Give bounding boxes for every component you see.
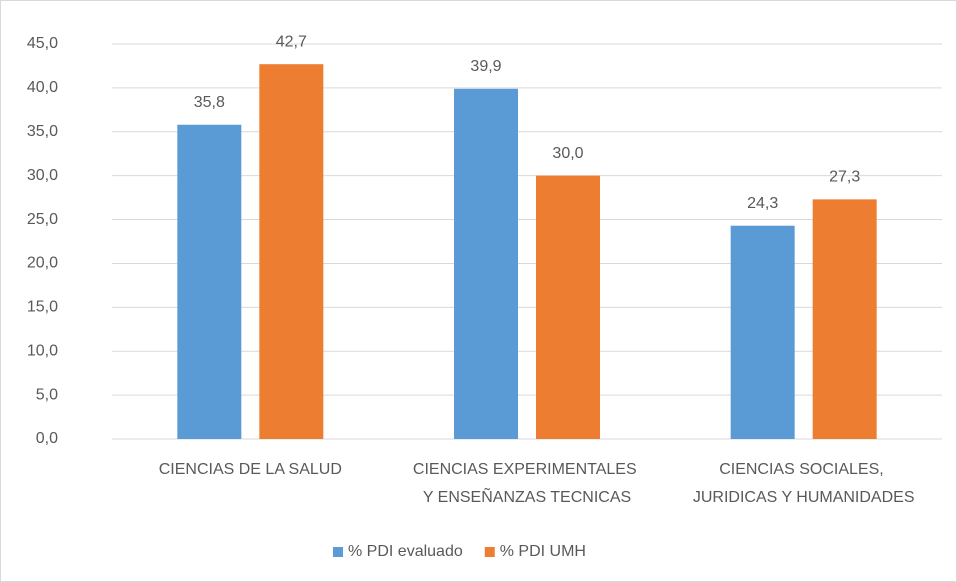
- y-tick-label: 15,0: [27, 299, 58, 316]
- legend-swatch: [484, 547, 495, 557]
- data-label: 30,0: [552, 145, 583, 162]
- legend-swatch: [333, 547, 343, 557]
- bar: [730, 225, 795, 439]
- y-tick-label: 20,0: [27, 255, 58, 272]
- bar: [536, 175, 600, 439]
- data-label: 24,3: [747, 195, 778, 212]
- legend-label: % PDI UMH: [500, 543, 586, 560]
- data-label: 42,7: [276, 33, 307, 50]
- y-tick-label: 25,0: [27, 211, 58, 228]
- bar: [259, 64, 324, 439]
- y-tick-label: 35,0: [27, 123, 58, 140]
- y-tick-label: 10,0: [27, 342, 58, 359]
- bar: [812, 199, 877, 439]
- y-tick-label: 0,0: [36, 430, 58, 447]
- data-label: 27,3: [829, 169, 860, 186]
- x-tick-label: CIENCIAS EXPERIMENTALES Y ENSEÑANZAS TEC…: [413, 461, 641, 506]
- bar: [177, 124, 242, 439]
- y-tick-label: 30,0: [27, 167, 58, 184]
- y-tick-label: 40,0: [27, 79, 58, 96]
- x-tick-label: CIENCIAS DE LA SALUD: [159, 461, 342, 478]
- data-label: 35,8: [194, 94, 225, 111]
- x-tick-label: CIENCIAS SOCIALES, JURIDICAS Y HUMANIDAD…: [693, 461, 915, 506]
- y-tick-label: 45,0: [27, 35, 58, 52]
- y-tick-label: 5,0: [36, 386, 58, 403]
- data-label: 39,9: [470, 58, 501, 75]
- bar: [454, 88, 518, 440]
- legend-label: % PDI evaluado: [348, 543, 463, 560]
